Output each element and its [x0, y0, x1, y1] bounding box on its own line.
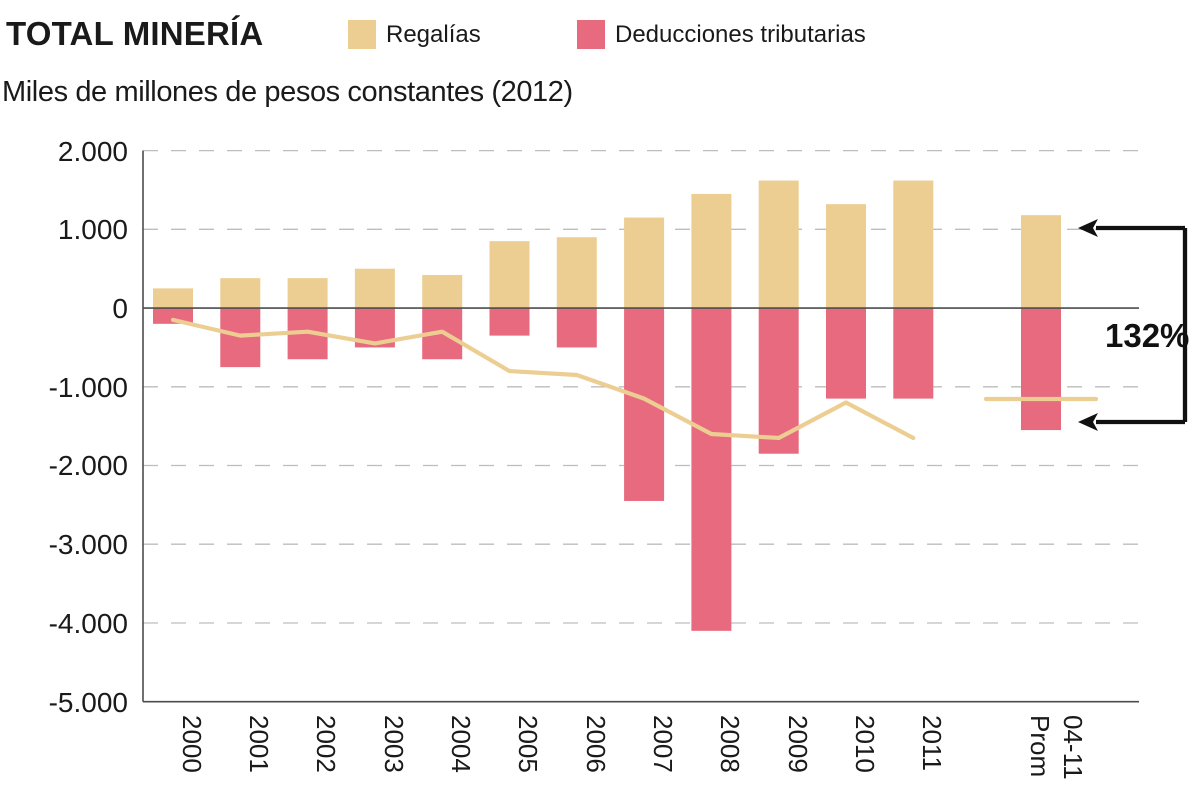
svg-text:2005: 2005 — [513, 715, 543, 773]
svg-text:2.000: 2.000 — [58, 136, 128, 167]
svg-text:2007: 2007 — [648, 715, 678, 773]
svg-text:04-11: 04-11 — [1058, 715, 1088, 780]
svg-text:-2.000: -2.000 — [49, 450, 128, 481]
svg-text:2001: 2001 — [244, 715, 274, 773]
svg-text:-5.000: -5.000 — [49, 687, 128, 718]
svg-text:2000: 2000 — [177, 715, 207, 773]
svg-text:-4.000: -4.000 — [49, 608, 128, 639]
svg-text:2002: 2002 — [311, 715, 341, 773]
svg-text:2006: 2006 — [581, 715, 611, 773]
svg-text:-3.000: -3.000 — [49, 529, 128, 560]
svg-text:0: 0 — [112, 293, 128, 324]
svg-text:-1.000: -1.000 — [49, 372, 128, 403]
svg-text:2004: 2004 — [446, 715, 476, 773]
svg-text:132%: 132% — [1105, 317, 1189, 354]
svg-text:Prom: Prom — [1025, 715, 1055, 777]
svg-text:2011: 2011 — [917, 715, 947, 771]
svg-text:2010: 2010 — [850, 715, 880, 773]
svg-text:2008: 2008 — [715, 715, 745, 773]
svg-text:1.000: 1.000 — [58, 214, 128, 245]
svg-text:2003: 2003 — [379, 715, 409, 773]
svg-text:2009: 2009 — [783, 715, 813, 773]
